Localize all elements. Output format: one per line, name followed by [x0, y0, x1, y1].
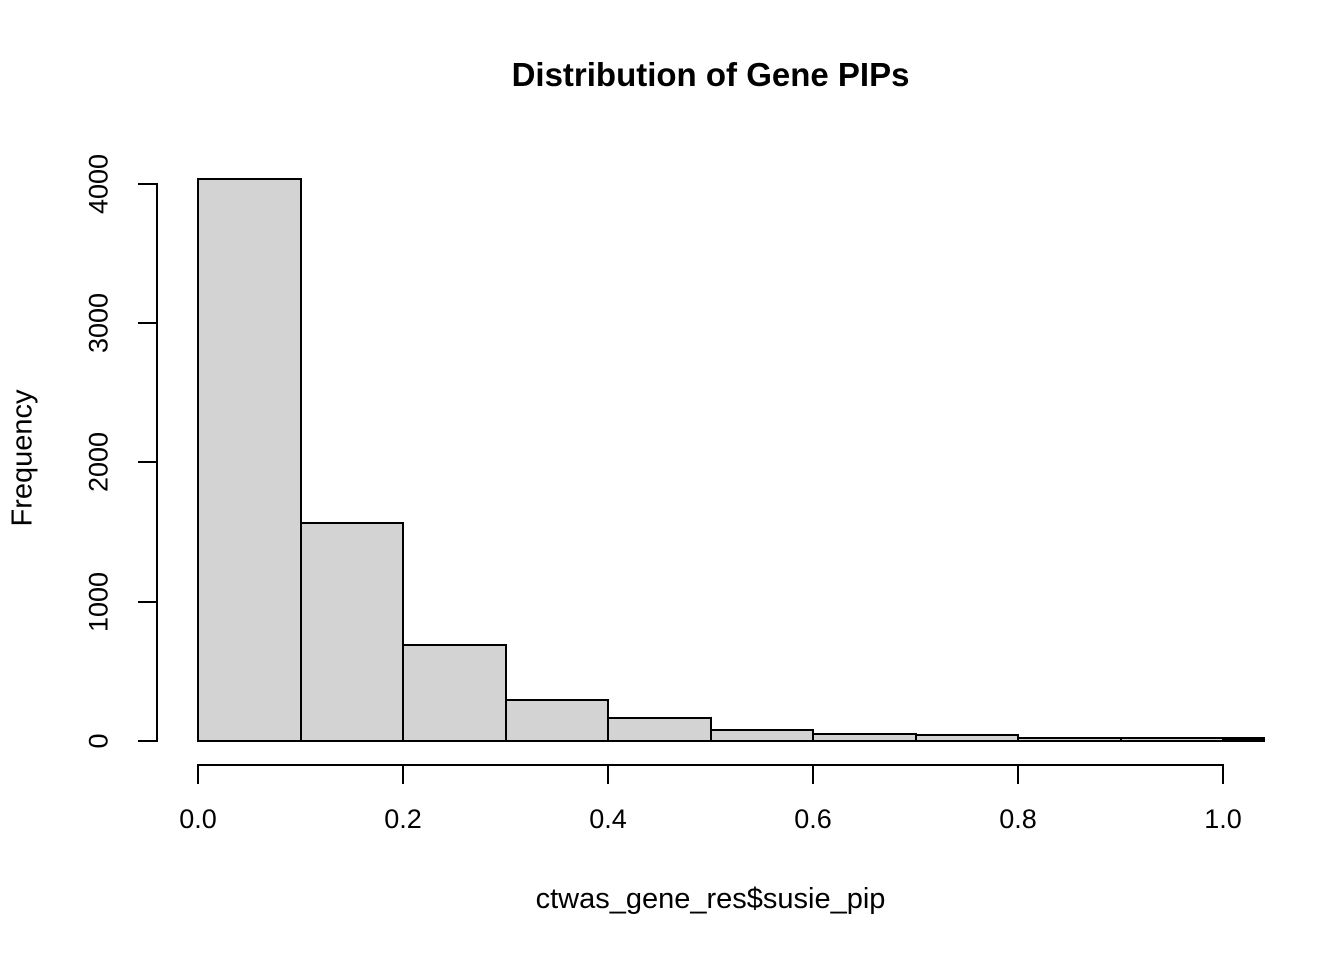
x-axis-tick [607, 765, 609, 784]
histogram-bar [299, 521, 404, 742]
x-axis-title: ctwas_gene_res$susie_pip [535, 883, 886, 915]
y-axis-title: Frequency [6, 389, 39, 527]
y-axis-tick [138, 321, 157, 324]
x-axis-tick [812, 765, 814, 784]
x-axis-tick [1222, 765, 1224, 784]
histogram-bar [1017, 736, 1122, 742]
x-tick-label: 0.4 [589, 804, 627, 834]
histogram-bar [504, 698, 609, 742]
x-axis-tick [402, 765, 404, 784]
histogram-bar [709, 728, 814, 742]
y-tick-label: 2000 [83, 432, 114, 493]
y-tick-label: 1000 [83, 571, 114, 632]
y-axis-tick [138, 740, 157, 742]
x-tick-label: 0.0 [179, 804, 217, 834]
y-axis-tick [138, 461, 157, 464]
x-axis-tick [1017, 765, 1019, 784]
histogram-bar [607, 716, 712, 742]
y-tick-label: 4000 [83, 153, 114, 214]
histogram-bar [1119, 737, 1224, 742]
histogram-bar [402, 643, 507, 742]
x-tick-label: 0.8 [999, 804, 1037, 834]
x-axis-tick [197, 765, 199, 784]
y-axis-tick [138, 600, 157, 603]
x-axis-line [197, 764, 1224, 766]
histogram-bar [914, 734, 1019, 742]
histogram-bar [197, 178, 302, 742]
x-tick-label: 1.0 [1204, 804, 1242, 834]
y-tick-label: 0 [83, 733, 114, 749]
y-axis-tick [138, 182, 157, 185]
histogram-bar [812, 733, 917, 742]
x-tick-label: 0.2 [384, 804, 422, 834]
chart-title: Distribution of Gene PIPs [511, 56, 910, 93]
y-axis-line [156, 182, 158, 742]
y-tick-label: 3000 [83, 292, 114, 353]
histogram-overflow-bar [1222, 736, 1265, 742]
x-tick-label: 0.6 [794, 804, 832, 834]
